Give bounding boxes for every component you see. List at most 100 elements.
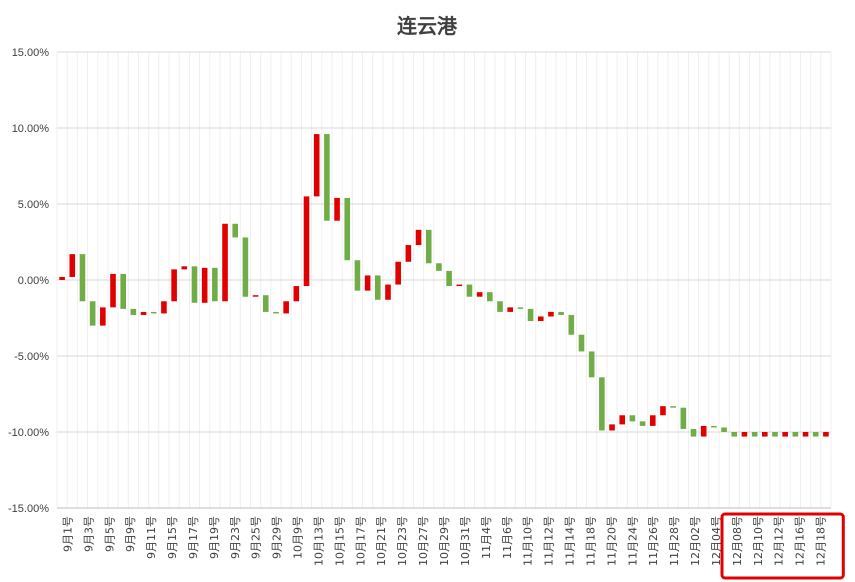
candle-up xyxy=(660,406,666,416)
candle-down xyxy=(527,308,534,322)
x-tick-label: 12月16号 xyxy=(794,516,807,566)
candle-down xyxy=(772,432,778,437)
x-tick-label: 11月4号 xyxy=(480,516,493,559)
candle-up xyxy=(303,196,310,287)
x-tick-label: 12月08号 xyxy=(731,516,744,566)
candle-down xyxy=(212,267,218,302)
candle-up xyxy=(741,432,748,437)
y-tick-label: -5.00% xyxy=(14,351,49,363)
x-tick-label: 11月24号 xyxy=(626,516,639,566)
candle-up xyxy=(252,295,259,297)
candle-up xyxy=(140,311,147,315)
x-tick-label: 9月11号 xyxy=(145,516,158,559)
candle-down xyxy=(721,427,727,432)
highlight-box xyxy=(720,512,845,580)
candle-up xyxy=(700,425,707,437)
candle-up xyxy=(385,284,391,300)
candle-up xyxy=(762,432,768,437)
candle-down xyxy=(639,421,646,426)
candle-up xyxy=(507,307,513,312)
candle-up xyxy=(548,311,554,317)
candle-up xyxy=(334,197,340,221)
x-tick-label: 10月21号 xyxy=(375,516,388,566)
x-tick-label: 12月12号 xyxy=(773,516,786,566)
candle-down xyxy=(375,275,381,300)
candle-up xyxy=(69,254,76,277)
x-tick-label: 9月17号 xyxy=(187,516,200,559)
candle-up xyxy=(609,424,615,431)
candle-down xyxy=(79,254,86,302)
candle-down xyxy=(680,407,687,429)
x-tick-label: 9月1号 xyxy=(62,516,75,552)
candle-down xyxy=(242,237,249,297)
y-tick-label: 15.00% xyxy=(12,47,50,59)
x-tick-label: 9月25号 xyxy=(250,516,263,559)
x-tick-label: 12月02号 xyxy=(689,516,702,566)
candle-down xyxy=(232,223,239,238)
x-tick-label: 11月14号 xyxy=(564,516,577,566)
candle-up xyxy=(415,229,422,246)
candle-up xyxy=(59,276,65,280)
candle-down xyxy=(792,432,799,437)
y-axis-tick-labels: 15.00% 10.00% 5.00% 0.00% -5.00% -10.00% -15.0… xyxy=(8,47,49,515)
candle-down xyxy=(751,432,758,437)
x-tick-label: 11月6号 xyxy=(501,516,514,559)
candle-down xyxy=(517,307,524,309)
x-tick-label: 11月18号 xyxy=(584,516,597,566)
candle-down xyxy=(670,406,676,408)
x-tick-label: 9月15号 xyxy=(166,516,179,559)
candle-up xyxy=(395,261,401,285)
candle-up xyxy=(171,269,177,302)
x-tick-label: 9月3号 xyxy=(82,516,95,552)
y-tick-label: 0.00% xyxy=(18,275,49,287)
candle-down xyxy=(497,301,503,312)
candle-down xyxy=(150,311,157,314)
y-tick-label: 5.00% xyxy=(18,199,49,211)
candle-up xyxy=(405,245,412,262)
candle-up xyxy=(476,292,483,297)
candle-down xyxy=(446,270,452,287)
candle-up xyxy=(222,223,228,302)
candle-down xyxy=(344,197,351,261)
candle-up xyxy=(619,415,626,425)
candle-down xyxy=(578,334,585,352)
candle-up xyxy=(823,432,829,437)
candle-up xyxy=(802,432,809,437)
candle-down xyxy=(629,415,636,422)
candle-down xyxy=(425,229,432,264)
candle-up xyxy=(782,432,788,437)
x-tick-label: 10月29号 xyxy=(438,516,451,566)
candle-down xyxy=(120,273,126,309)
candle-down xyxy=(354,260,361,291)
candle-up xyxy=(110,273,116,308)
x-tick-label: 10月17号 xyxy=(354,516,367,566)
candle-down xyxy=(273,311,279,314)
candle-up xyxy=(537,316,544,322)
candle-down xyxy=(588,351,595,378)
candle-down xyxy=(89,301,96,326)
x-tick-label: 12月18号 xyxy=(815,516,828,566)
y-tick-label: -15.00% xyxy=(8,503,49,515)
candle-down xyxy=(487,292,493,302)
candle-up xyxy=(283,301,289,314)
candle-down xyxy=(568,314,575,335)
x-tick-label: 10月23号 xyxy=(396,516,409,566)
candle-down xyxy=(130,308,137,315)
candle-up xyxy=(313,134,320,197)
candle-up xyxy=(181,266,188,270)
x-tick-label: 12月04号 xyxy=(710,516,723,566)
x-tick-label: 10月31号 xyxy=(459,516,472,566)
x-tick-label: 9月19号 xyxy=(208,516,221,559)
x-tick-label: 11月10号 xyxy=(522,516,535,566)
candle-down xyxy=(262,295,269,312)
candle-down xyxy=(812,432,819,437)
x-tick-label: 11月20号 xyxy=(605,516,618,566)
candle-down xyxy=(690,428,697,437)
x-tick-label: 10月27号 xyxy=(417,516,430,566)
x-tick-label: 11月28号 xyxy=(668,516,681,566)
x-tick-label: 9月9号 xyxy=(124,516,137,552)
x-tick-label: 9月23号 xyxy=(229,516,242,559)
candle-up xyxy=(100,307,106,326)
x-tick-label: 9月5号 xyxy=(103,516,116,552)
